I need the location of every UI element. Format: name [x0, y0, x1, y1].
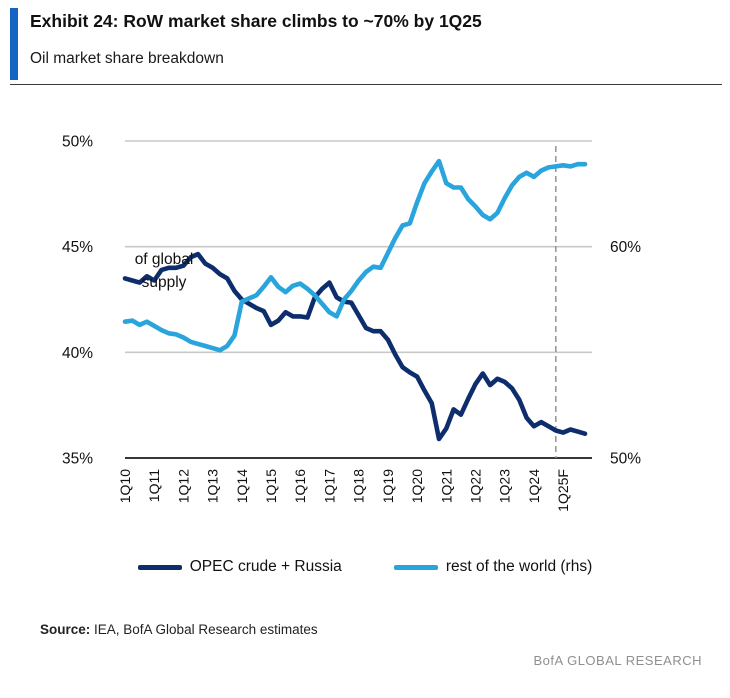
exhibit-title: Exhibit 24: RoW market share climbs to ~… [30, 11, 482, 31]
x-axis-tick: 1Q12 [175, 469, 191, 503]
source-text: IEA, BofA Global Research estimates [90, 622, 318, 637]
y-axis-right-tick: 50% [610, 451, 641, 468]
x-axis-tick: 1Q14 [234, 469, 250, 503]
legend-line-opec [137, 564, 182, 570]
x-axis-tick: 1Q13 [205, 469, 221, 503]
legend-line-row [393, 564, 438, 570]
x-axis-tick: 1Q10 [117, 469, 133, 503]
x-axis-tick: 1Q17 [321, 469, 337, 503]
series-line-row [122, 158, 588, 353]
y-axis-left-tick: 35% [62, 451, 93, 468]
legend-label-row: rest of the world (rhs) [445, 558, 593, 575]
legend-item-opec: OPEC crude + Russia [137, 558, 342, 576]
x-axis-tick: 1Q15 [263, 469, 279, 503]
source-label: Source: [40, 622, 91, 637]
header-divider [10, 84, 722, 85]
x-axis-tick: 1Q19 [380, 469, 396, 503]
source-note: Source: IEA, BofA Global Research estima… [40, 622, 318, 637]
y-axis-left-tick: 40% [62, 345, 93, 362]
x-axis-tick: 1Q22 [467, 469, 483, 503]
chart-canvas: 50% 45% 40% 35% 60% 50% 1Q10 1Q11 1Q12 1Q13 1Q14 1Q… [62, 134, 641, 512]
legend-label-opec: OPEC crude + Russia [189, 558, 342, 575]
x-axis-tick: 1Q20 [409, 469, 425, 503]
brand-footer: BofA GLOBAL RESEARCH [533, 653, 702, 668]
exhibit-accent-bar [10, 8, 18, 80]
exhibit-subtitle: Oil market share breakdown [30, 50, 224, 67]
x-axis-tick: 1Q21 [438, 469, 454, 503]
y-axis-right-tick: 60% [610, 239, 641, 256]
series-line-opec [122, 251, 588, 442]
x-axis-tick: 1Q11 [146, 469, 162, 502]
x-axis-tick: 1Q16 [292, 469, 308, 503]
x-axis-tick: 1Q24 [526, 469, 542, 503]
axis-unit-annotation: of global supply [134, 251, 194, 292]
y-axis-left-tick: 50% [62, 134, 93, 151]
y-axis-left-tick: 45% [62, 239, 93, 256]
oil-market-share-chart: 50% 45% 40% 35% 60% 50% 1Q10 1Q11 1Q12 1Q13 1Q14 1Q… [0, 88, 730, 558]
x-axis-tick: 1Q25F [555, 469, 571, 512]
x-axis-tick: 1Q18 [351, 469, 367, 503]
x-axis-tick: 1Q23 [497, 469, 513, 503]
chart-legend: OPEC crude + Russia rest of the world (r… [0, 558, 730, 576]
legend-item-row: rest of the world (rhs) [393, 558, 593, 576]
